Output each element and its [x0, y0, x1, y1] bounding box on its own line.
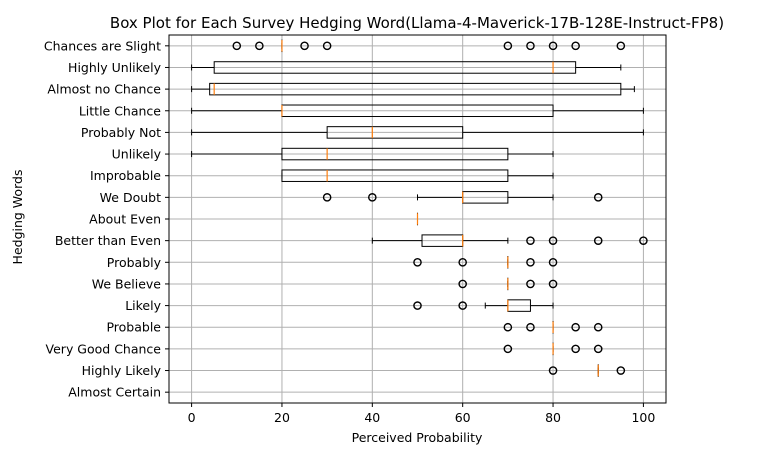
y-tick-label: Probably Not	[81, 125, 161, 140]
y-tick-label: Highly Unlikely	[68, 60, 162, 75]
box-group	[232, 39, 626, 53]
outlier-point	[458, 301, 467, 310]
outlier-point	[526, 236, 535, 245]
outlier-point	[458, 279, 467, 289]
box-group	[413, 256, 558, 269]
outlier-point	[526, 279, 535, 289]
x-tick-label: 0	[188, 410, 196, 425]
outlier-point	[413, 301, 422, 310]
outlier-point	[548, 366, 558, 375]
outlier-point	[616, 41, 626, 51]
y-tick-label: Highly Likely	[82, 363, 162, 378]
x-tick-label: 20	[274, 410, 290, 425]
outlier-point	[503, 41, 513, 51]
y-tick-label: We Doubt	[100, 190, 161, 205]
outlier-point	[503, 344, 513, 354]
outlier-point	[300, 41, 309, 51]
box-group	[191, 126, 644, 139]
y-tick-label: We Believe	[92, 276, 162, 291]
y-tick-label: Very Good Chance	[46, 341, 162, 356]
outlier-point	[526, 322, 535, 332]
box-iqr	[209, 82, 622, 96]
y-axis-ticks: Chances are Slight Highly Unlikely Almost …	[44, 38, 169, 400]
box-group	[191, 104, 644, 118]
box-group	[458, 277, 558, 291]
outlier-point	[593, 193, 603, 202]
outlier-point	[548, 236, 558, 245]
y-tick-label: About Even	[89, 212, 161, 227]
x-axis-ticks: 0 20 40 60 80 100	[188, 403, 655, 425]
y-tick-label: Improbable	[90, 168, 161, 183]
outlier-point	[526, 41, 535, 51]
box-group	[191, 147, 554, 161]
x-tick-label: 40	[364, 410, 380, 425]
box-group	[503, 342, 603, 356]
outlier-point	[413, 257, 422, 267]
outlier-point	[255, 41, 264, 51]
box-group	[322, 191, 603, 204]
outlier-point	[616, 366, 626, 375]
box-iqr	[213, 61, 577, 74]
y-tick-label: Better than Even	[55, 233, 161, 248]
outlier-point	[368, 193, 377, 202]
box-iqr	[326, 126, 464, 139]
x-tick-label: 60	[455, 410, 471, 425]
outlier-point	[322, 193, 332, 202]
y-axis-label: Hedging Words	[10, 170, 25, 265]
y-tick-label: Probably	[107, 255, 162, 270]
plot-data	[191, 39, 648, 377]
outlier-point	[503, 322, 513, 332]
y-tick-label: Likely	[125, 298, 161, 313]
outlier-point	[526, 257, 535, 267]
box-group	[548, 364, 626, 377]
outlier-point	[548, 279, 558, 289]
y-tick-label: Probable	[106, 320, 161, 335]
outlier-point	[593, 344, 603, 354]
outlier-point	[571, 344, 580, 354]
box-iqr	[281, 147, 509, 161]
box-iqr	[281, 169, 509, 182]
outlier-point	[458, 257, 467, 267]
y-tick-label: Little Chance	[79, 103, 161, 118]
outlier-point	[571, 322, 580, 332]
outlier-point	[548, 41, 558, 51]
outlier-point	[232, 41, 242, 51]
outlier-point	[548, 257, 558, 267]
y-tick-label: Chances are Slight	[44, 38, 161, 53]
outlier-point	[593, 322, 603, 332]
box-group	[191, 61, 622, 74]
outlier-point	[639, 236, 648, 245]
box-group	[413, 299, 554, 312]
x-tick-label: 100	[631, 410, 655, 425]
y-tick-label: Almost no Chance	[47, 82, 161, 97]
x-axis-label: Perceived Probability	[352, 430, 483, 445]
outlier-point	[593, 236, 603, 245]
outlier-point	[322, 41, 332, 51]
y-tick-label: Unlikely	[112, 147, 162, 162]
y-tick-label: Almost Certain	[68, 385, 161, 400]
chart-title: Box Plot for Each Survey Hedging Word(Ll…	[110, 14, 724, 32]
box-group	[371, 234, 648, 247]
box-group	[281, 169, 554, 182]
box-group	[191, 82, 635, 96]
x-tick-label: 80	[545, 410, 561, 425]
outlier-point	[571, 41, 580, 51]
box-group	[503, 320, 603, 334]
